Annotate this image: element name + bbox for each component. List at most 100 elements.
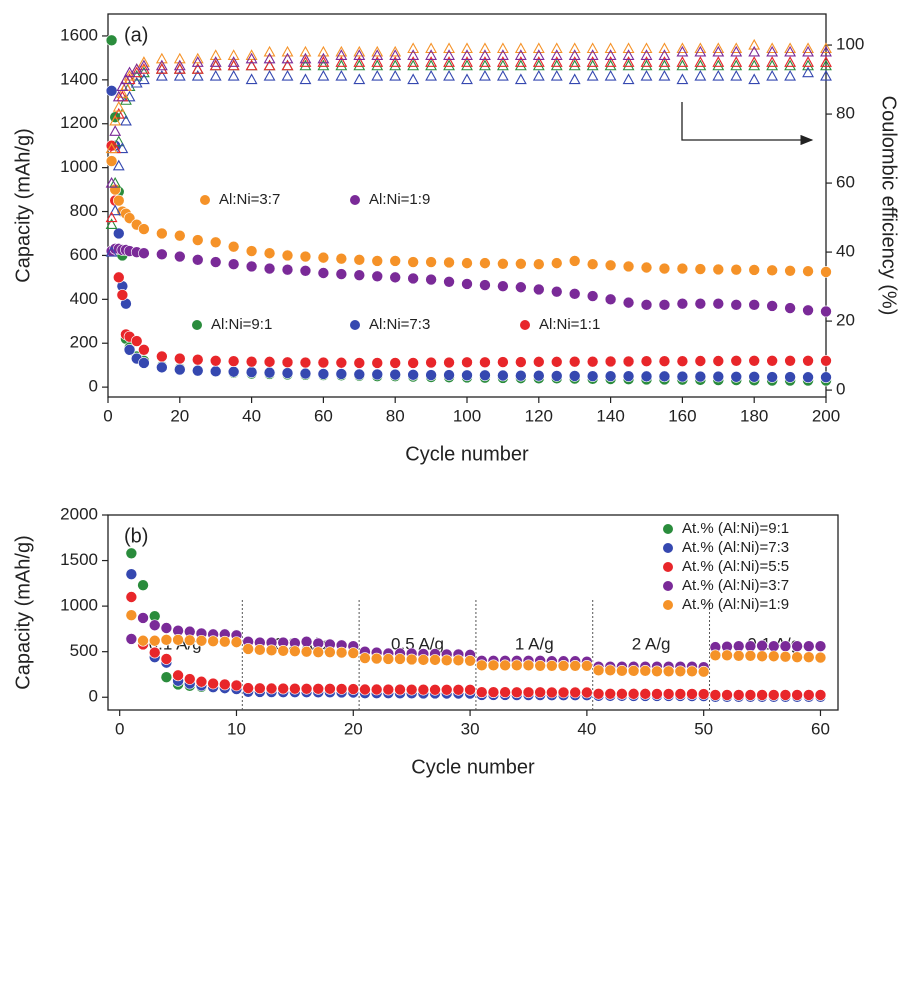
ce-marker bbox=[109, 114, 122, 126]
capacity-marker bbox=[148, 619, 161, 632]
capacity-marker bbox=[586, 258, 599, 271]
capacity-marker bbox=[784, 302, 796, 314]
ce-marker bbox=[532, 42, 545, 54]
ce-marker bbox=[820, 45, 832, 57]
capacity-marker bbox=[532, 258, 545, 271]
panel-label: (a) bbox=[124, 24, 148, 46]
ce-marker bbox=[105, 211, 118, 223]
capacity-marker bbox=[534, 686, 546, 699]
capacity-marker bbox=[138, 223, 150, 235]
ce-marker bbox=[173, 69, 186, 81]
series bbox=[105, 66, 832, 257]
capacity-marker bbox=[568, 255, 581, 267]
capacity-marker bbox=[195, 634, 208, 647]
ce-marker bbox=[586, 49, 599, 60]
x-tick-label: 160 bbox=[668, 406, 696, 425]
capacity-marker bbox=[191, 254, 204, 266]
ce-marker bbox=[766, 42, 779, 54]
capacity-marker bbox=[791, 689, 803, 701]
capacity-marker bbox=[766, 371, 778, 383]
capacity-marker bbox=[569, 660, 582, 672]
capacity-marker bbox=[371, 357, 384, 369]
y2-tick-label: 20 bbox=[836, 311, 855, 330]
capacity-marker bbox=[254, 644, 266, 656]
capacity-marker bbox=[487, 686, 500, 699]
capacity-marker bbox=[639, 665, 652, 677]
capacity-marker bbox=[219, 678, 231, 691]
ce-marker bbox=[191, 52, 204, 64]
capacity-marker bbox=[766, 264, 778, 277]
ce-marker bbox=[658, 42, 671, 54]
rate-annotation: 1 A/g bbox=[515, 634, 554, 653]
capacity-marker bbox=[616, 688, 628, 700]
capacity-marker bbox=[425, 256, 437, 268]
ce-marker bbox=[209, 59, 222, 71]
capacity-marker bbox=[730, 299, 743, 311]
ce-marker bbox=[112, 90, 125, 102]
capacity-marker bbox=[479, 279, 491, 291]
ce-marker bbox=[371, 59, 384, 71]
ce-marker bbox=[227, 56, 240, 67]
capacity-marker bbox=[814, 640, 827, 653]
ce-marker bbox=[112, 101, 125, 112]
capacity-marker bbox=[389, 255, 402, 267]
x-tick-label: 30 bbox=[461, 719, 480, 738]
ce-marker bbox=[586, 56, 599, 67]
capacity-marker bbox=[712, 297, 725, 310]
capacity-marker bbox=[370, 652, 383, 665]
ce-marker bbox=[820, 59, 832, 71]
x-axis-title: Cycle number bbox=[411, 756, 535, 778]
capacity-marker bbox=[709, 689, 722, 701]
capacity-marker bbox=[353, 269, 366, 281]
ce-marker bbox=[712, 69, 725, 81]
ce-marker bbox=[407, 42, 420, 54]
capacity-marker bbox=[461, 356, 473, 369]
series bbox=[125, 609, 827, 678]
ce-marker bbox=[802, 56, 814, 67]
capacity-marker bbox=[499, 686, 511, 699]
legend-marker bbox=[663, 600, 673, 610]
y-tick-label: 2000 bbox=[60, 504, 98, 523]
capacity-marker bbox=[475, 659, 488, 672]
capacity-marker bbox=[227, 355, 240, 368]
capacity-marker bbox=[814, 651, 827, 664]
capacity-marker bbox=[686, 665, 698, 678]
x-tick-label: 40 bbox=[577, 719, 596, 738]
plot-frame bbox=[107, 514, 839, 711]
ce-marker bbox=[622, 42, 635, 54]
capacity-marker bbox=[546, 660, 558, 672]
y2-tick-label: 40 bbox=[836, 242, 855, 261]
ce-marker bbox=[443, 49, 455, 60]
ce-marker bbox=[604, 69, 617, 81]
capacity-marker bbox=[382, 683, 395, 696]
ce-marker bbox=[550, 49, 563, 60]
capacity-marker bbox=[487, 659, 500, 672]
capacity-marker bbox=[195, 675, 208, 688]
ce-marker bbox=[245, 59, 258, 71]
ce-marker bbox=[335, 59, 348, 71]
ce-marker bbox=[353, 45, 366, 57]
ce-marker bbox=[335, 56, 348, 67]
ce-marker bbox=[389, 59, 402, 71]
ce-marker bbox=[496, 69, 509, 81]
series bbox=[105, 45, 832, 188]
y2-axis-title: Coulombic efficiency (%) bbox=[878, 96, 900, 316]
ce-marker bbox=[209, 49, 222, 60]
ce-marker bbox=[299, 59, 312, 71]
y-tick-label: 400 bbox=[70, 289, 98, 308]
ce-marker bbox=[371, 45, 384, 57]
capacity-marker bbox=[156, 350, 168, 363]
capacity-marker bbox=[209, 365, 222, 378]
ce-marker bbox=[155, 69, 168, 81]
capacity-marker bbox=[299, 250, 312, 263]
y-tick-label: 800 bbox=[70, 201, 98, 220]
capacity-marker bbox=[802, 354, 814, 367]
ce-marker bbox=[317, 45, 330, 57]
capacity-marker bbox=[510, 659, 523, 672]
ce-marker bbox=[116, 80, 129, 92]
capacity-marker bbox=[359, 683, 371, 696]
capacity-marker bbox=[814, 689, 827, 701]
ce-marker bbox=[784, 45, 797, 57]
capacity-marker bbox=[160, 653, 173, 665]
ce-marker bbox=[317, 52, 330, 64]
